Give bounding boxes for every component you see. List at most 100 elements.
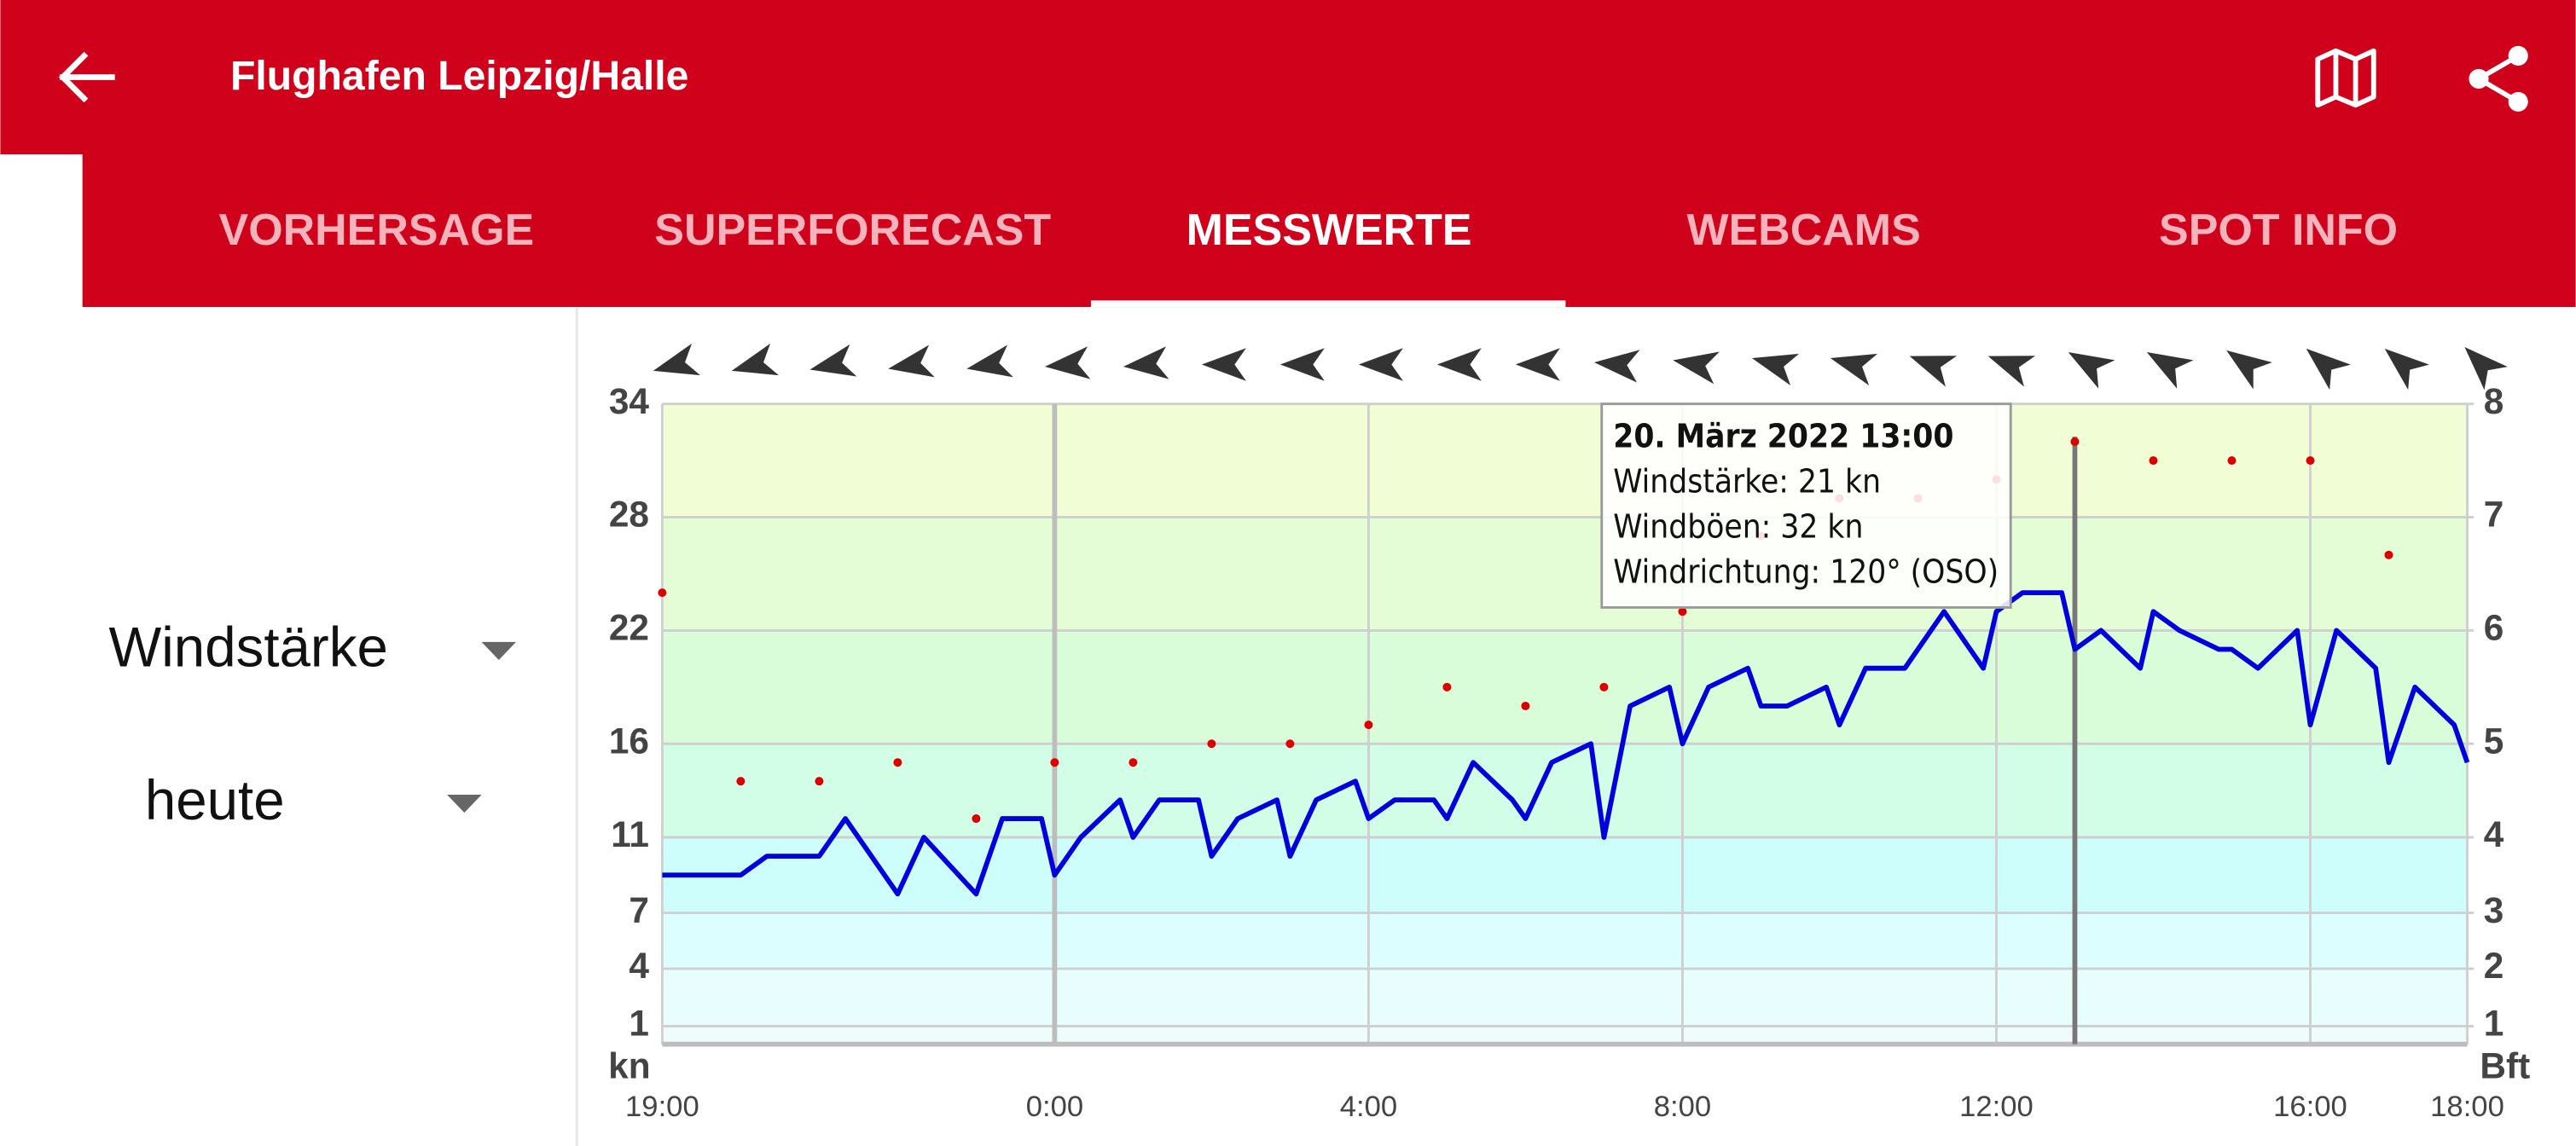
back-icon: [58, 51, 115, 103]
app-title: Flughafen Leipzig/Halle: [230, 53, 688, 99]
y-tick-label: 28: [609, 495, 649, 535]
gust-point: [1050, 758, 1059, 767]
tab-bar: [82, 153, 2576, 308]
y-tick-label: 1: [629, 1004, 649, 1044]
y2-tick-label: 5: [2484, 721, 2504, 761]
x-tick-label: 4:00: [1340, 1091, 1397, 1123]
y-tick-label: 11: [611, 814, 649, 854]
x-tick-label: 16:00: [2273, 1091, 2347, 1123]
wind-arrow: [2384, 348, 2429, 391]
map-button[interactable]: [2315, 48, 2376, 108]
wind-arrow: [888, 344, 935, 378]
gust-point: [1442, 682, 1452, 692]
gust-point: [1207, 739, 1216, 749]
gust-point: [2070, 437, 2080, 446]
scale-band: [662, 837, 2468, 913]
tooltip-line: Windböen: 32 kn: [1613, 508, 1863, 547]
wind-arrow: [966, 344, 1013, 378]
tab-active[interactable]: MESSWERTE: [1186, 205, 1472, 255]
gust-point: [736, 777, 746, 786]
gust-point: [1128, 758, 1138, 767]
tab[interactable]: SUPERFORECAST: [654, 205, 1051, 255]
y2-tick-label: 6: [2484, 608, 2504, 648]
tab[interactable]: WEBCAMS: [1686, 205, 1920, 255]
share-icon: [2474, 53, 2520, 104]
gust-point: [2384, 550, 2393, 559]
wind-arrow: [1201, 348, 1246, 381]
wind-arrow: [1751, 353, 1800, 386]
y-tick-label: 34: [609, 381, 650, 421]
wind-arrow: [2464, 347, 2508, 391]
y2-tick-label: 3: [2484, 890, 2504, 930]
measure-dropdown[interactable]: Windstärke: [108, 616, 517, 679]
wind-arrow: [1436, 348, 1482, 381]
app-bar: [0, 0, 2576, 154]
gust-point: [1599, 682, 1609, 692]
scale-band: [662, 517, 2468, 631]
gust-point: [1521, 701, 1530, 710]
wind-arrow: [653, 343, 701, 376]
tab[interactable]: SPOT INFO: [2159, 205, 2398, 255]
x-tick-label: 19:00: [625, 1091, 699, 1123]
share-button[interactable]: [2469, 45, 2528, 112]
wind-arrow: [1830, 353, 1878, 386]
scale-band: [662, 403, 2468, 518]
tooltip-line: Windstärke: 21 kn: [1613, 463, 1881, 501]
x-tick-label: 0:00: [1026, 1091, 1083, 1123]
map-icon: [2315, 48, 2376, 108]
scale-band: [662, 744, 2468, 838]
gust-point: [1285, 739, 1295, 749]
y-tick-label: 16: [609, 721, 649, 761]
wind-arrow: [809, 344, 857, 377]
tooltip-line: 20. März 2022 13:00: [1613, 418, 1953, 456]
wind-arrow: [1358, 348, 1403, 381]
wind-arrow: [1123, 346, 1169, 379]
tabs: VORHERSAGE SUPERFORECAST MESSWERTE WEBCA…: [219, 205, 2398, 308]
dropdown-arrow: [447, 794, 482, 813]
wind-arrow: [1515, 348, 1560, 381]
y2-tick-label: 2: [2484, 946, 2504, 986]
x-tick-label: 18:00: [2430, 1091, 2504, 1123]
wind-arrow: [1044, 346, 1091, 379]
wind-arrow: [1909, 356, 1958, 387]
y-tick-label: 4: [629, 946, 649, 986]
wind-arrow: [731, 343, 780, 376]
y2-tick-label: 8: [2484, 381, 2504, 421]
tooltip-line: Windrichtung: 120° (OSO): [1613, 553, 1999, 591]
gust-point: [2149, 456, 2158, 466]
tooltip-box: [1600, 402, 2012, 609]
dropdown-arrow: [481, 641, 517, 661]
gust-point: [815, 777, 824, 786]
wind-arrow: [2226, 350, 2272, 390]
wind-arrow: [1987, 356, 2036, 387]
gust-point: [972, 814, 981, 824]
scale-band: [662, 1026, 2468, 1045]
x-tick-label: 12:00: [1959, 1091, 2034, 1123]
wind-arrow: [2306, 348, 2351, 391]
y2-tick-label: 4: [2484, 814, 2504, 854]
dropdown-text: heute: [145, 769, 285, 831]
y-tick-label: 22: [609, 608, 649, 648]
y2-axis-label: Bft: [2480, 1046, 2530, 1086]
back-button[interactable]: [58, 51, 115, 103]
x-tick-label: 8:00: [1654, 1091, 1711, 1123]
period-dropdown[interactable]: heute: [145, 769, 482, 831]
wind-arrow: [2068, 352, 2115, 389]
scale-band: [662, 912, 2468, 969]
wind-arrow: [2146, 352, 2194, 389]
y-axis-label: kn: [608, 1046, 650, 1086]
wind-line: [662, 590, 2470, 897]
gust-point: [1678, 607, 1687, 616]
wind-arrow: [1673, 351, 1720, 385]
scale-band: [662, 969, 2468, 1027]
gust-point: [2227, 456, 2237, 466]
tab-indicator: [1090, 300, 1566, 308]
tab[interactable]: VORHERSAGE: [219, 205, 535, 255]
gust-point: [1364, 721, 1373, 730]
wind-arrow: [1279, 348, 1325, 381]
y2-tick-label: 1: [2484, 1004, 2504, 1044]
wind-arrow: [1594, 350, 1640, 383]
